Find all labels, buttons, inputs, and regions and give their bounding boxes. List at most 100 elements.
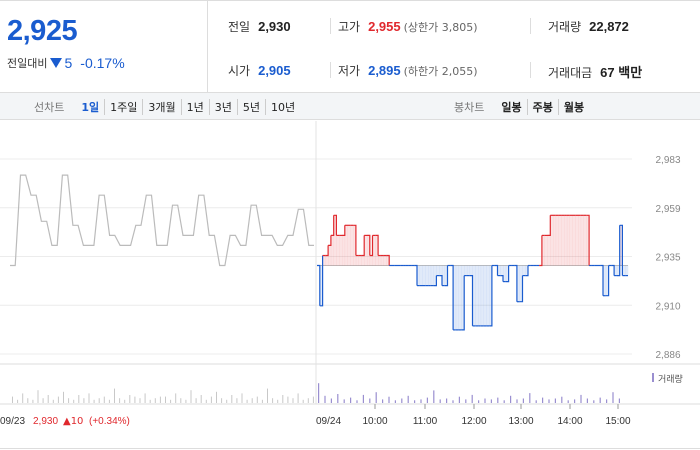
tab-3y[interactable]: 3년	[208, 99, 237, 115]
down-fill	[614, 265, 618, 276]
today-series-segment	[369, 235, 374, 257]
y-tick-label: 2,935	[655, 253, 680, 264]
divider	[330, 62, 331, 78]
volume-bar	[394, 400, 396, 403]
today-series-segment	[494, 264, 499, 276]
low-value: 2,895	[368, 63, 401, 78]
volume-bar	[407, 395, 409, 403]
volume-bar	[312, 396, 314, 403]
stat-open: 시가 2,905	[228, 62, 291, 79]
down-fill	[422, 265, 426, 286]
up-fill	[544, 235, 548, 266]
volume-bar	[261, 399, 263, 403]
tab-weekly[interactable]: 주봉	[526, 99, 558, 115]
volume-bar	[414, 400, 416, 403]
today-series-segment	[505, 265, 510, 283]
today-series-segment	[444, 265, 449, 287]
tab-10y[interactable]: 10년	[265, 99, 300, 115]
volume-bar	[471, 394, 473, 403]
up-fill	[372, 235, 376, 266]
y-tick-label: 2,959	[655, 204, 680, 215]
volume-bar	[426, 397, 428, 403]
volume-bar	[503, 400, 505, 403]
change-label: 전일대비	[7, 57, 48, 70]
candle-chart-label: 봉차트	[454, 101, 485, 114]
volume-bar	[388, 396, 390, 403]
up-fill	[547, 235, 551, 266]
today-series-segment	[317, 264, 321, 306]
change-row: 전일대비 5 -0.17%	[7, 55, 125, 71]
stat-amount: 거래대금 67 백만	[548, 62, 642, 81]
volume-bar	[12, 396, 13, 403]
volume-bar	[272, 398, 274, 403]
up-fill	[339, 235, 343, 266]
line-chart-tabs: 선차트 1일 1주일 3개월 1년 3년 5년 10년	[34, 99, 300, 115]
today-series-segment	[361, 235, 365, 257]
today-series-segment	[519, 275, 524, 303]
volume-bar	[103, 396, 105, 403]
volume-bar	[433, 390, 435, 403]
tab-monthly[interactable]: 월봉	[557, 99, 589, 115]
volume-bar	[612, 392, 614, 403]
volume-bar	[88, 393, 90, 403]
up-fill	[375, 235, 379, 266]
volume-bar	[356, 400, 358, 403]
volume-bar	[535, 400, 537, 403]
today-series-segment	[525, 265, 529, 277]
y-tick-label: 2,910	[655, 301, 680, 312]
up-fill	[378, 255, 382, 266]
up-fill	[578, 215, 582, 266]
down-fill	[441, 265, 446, 286]
tab-1y[interactable]: 1년	[180, 99, 209, 115]
down-fill	[416, 265, 421, 286]
down-fill	[489, 265, 493, 326]
volume-bar	[439, 399, 441, 403]
volume-bar	[180, 398, 182, 403]
volume-bar	[27, 398, 29, 403]
volume-bar	[554, 398, 556, 403]
down-fill	[503, 265, 507, 282]
volume-bar	[134, 396, 136, 403]
stat-low: 저가 2,895 (하한가 2,055)	[338, 62, 478, 79]
volume-bar	[37, 390, 39, 403]
down-fill	[480, 265, 484, 326]
today-series-segment	[586, 214, 590, 266]
down-fill	[483, 265, 487, 326]
down-fill	[522, 265, 526, 276]
tab-daily[interactable]: 일봉	[501, 101, 522, 114]
tab-5y[interactable]: 5년	[236, 99, 265, 115]
up-fill	[336, 235, 340, 266]
y-tick-label: 2,886	[655, 350, 680, 361]
price-box: 2,925 전일대비 5 -0.17%	[0, 1, 208, 93]
down-fill	[439, 265, 443, 276]
volume-bar	[93, 399, 95, 403]
tab-3m[interactable]: 3개월	[142, 99, 180, 115]
high-value: 2,955	[368, 19, 401, 34]
up-fill	[566, 215, 570, 266]
tab-1d[interactable]: 1일	[81, 101, 100, 114]
y-tick-label: 2,983	[655, 155, 680, 166]
volume-bar	[256, 396, 258, 403]
chart-tab-bar: 선차트 1일 1주일 3개월 1년 3년 5년 10년 봉차트 일봉 주봉 월봉	[0, 92, 700, 120]
down-fill	[453, 265, 457, 330]
volume-bar	[216, 391, 217, 403]
volume-bar	[452, 400, 454, 403]
volume-bar	[57, 396, 59, 403]
volume-bar	[241, 393, 243, 403]
volume-bar	[190, 390, 192, 403]
prev-pct-annotation: (+0.34%)	[89, 416, 130, 427]
today-series-segment	[386, 254, 390, 266]
volume-bar	[497, 397, 499, 403]
up-fill	[358, 255, 362, 266]
down-fill	[625, 265, 629, 276]
tab-1w[interactable]: 1주일	[104, 99, 142, 115]
volume-bar	[478, 400, 480, 403]
volume-bar	[114, 388, 115, 403]
today-series-segment	[500, 275, 504, 282]
volume-bar	[119, 398, 121, 403]
down-fill	[603, 265, 607, 296]
volume-bar	[277, 399, 279, 403]
down-fill	[430, 265, 434, 286]
volume-bar	[516, 399, 518, 403]
up-fill	[558, 215, 562, 266]
